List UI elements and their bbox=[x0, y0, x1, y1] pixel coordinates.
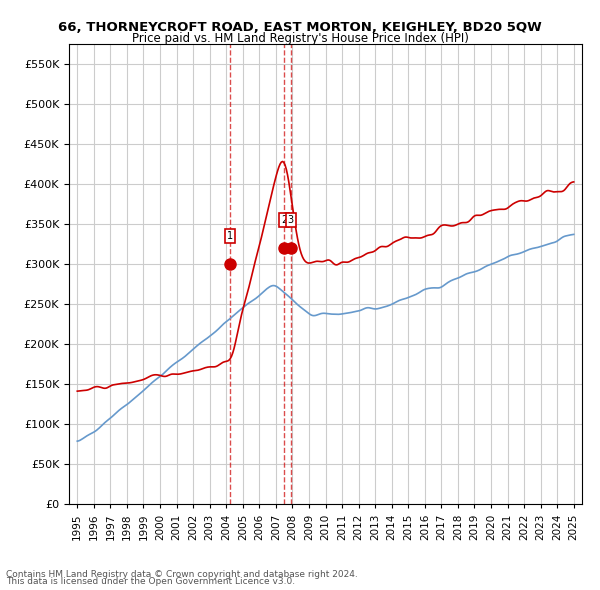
Text: Contains HM Land Registry data © Crown copyright and database right 2024.: Contains HM Land Registry data © Crown c… bbox=[6, 571, 358, 579]
Text: 66, THORNEYCROFT ROAD, EAST MORTON, KEIGHLEY, BD20 5QW: 66, THORNEYCROFT ROAD, EAST MORTON, KEIG… bbox=[58, 21, 542, 34]
Text: 2: 2 bbox=[281, 215, 287, 225]
Text: 1: 1 bbox=[227, 231, 233, 241]
Text: Price paid vs. HM Land Registry's House Price Index (HPI): Price paid vs. HM Land Registry's House … bbox=[131, 32, 469, 45]
Text: This data is licensed under the Open Government Licence v3.0.: This data is licensed under the Open Gov… bbox=[6, 577, 295, 586]
Text: 3: 3 bbox=[287, 215, 294, 225]
